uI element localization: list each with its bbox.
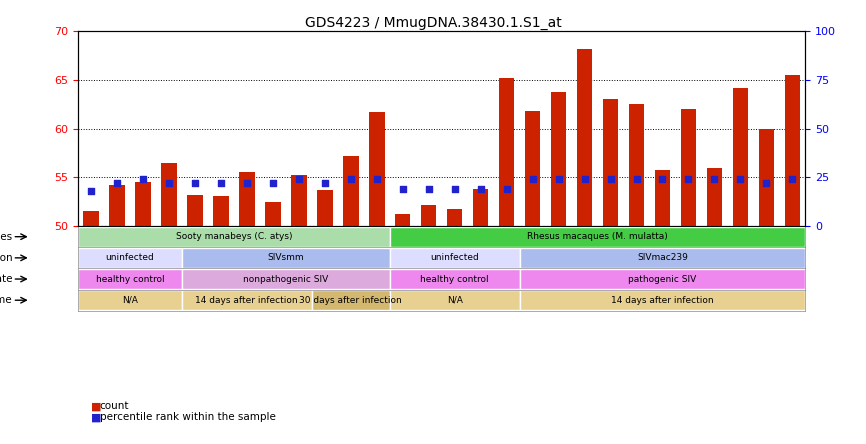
FancyBboxPatch shape — [390, 269, 520, 289]
Point — [188, 180, 202, 187]
Text: healthy control: healthy control — [95, 274, 165, 284]
Bar — [161, 163, 177, 226]
Point — [422, 186, 436, 193]
Text: ■: ■ — [91, 401, 101, 411]
Point — [370, 176, 384, 183]
Text: ■: ■ — [91, 412, 101, 422]
FancyBboxPatch shape — [78, 248, 182, 268]
Text: time: time — [0, 295, 12, 305]
Text: uninfected: uninfected — [430, 254, 479, 262]
Point — [240, 180, 254, 187]
Point — [526, 176, 540, 183]
Text: SIVmac239: SIVmac239 — [637, 254, 688, 262]
FancyBboxPatch shape — [520, 248, 805, 268]
FancyBboxPatch shape — [390, 226, 805, 247]
Bar — [109, 185, 125, 226]
Point — [110, 180, 124, 187]
Bar — [317, 190, 333, 226]
FancyBboxPatch shape — [390, 248, 520, 268]
Bar — [655, 170, 670, 226]
Bar — [343, 156, 359, 226]
Bar — [707, 167, 722, 226]
Bar — [473, 189, 488, 226]
Point — [292, 176, 306, 183]
Point — [552, 176, 565, 183]
Bar — [187, 195, 203, 226]
FancyBboxPatch shape — [182, 290, 312, 310]
Text: healthy control: healthy control — [420, 274, 489, 284]
Text: N/A: N/A — [447, 296, 462, 305]
FancyBboxPatch shape — [182, 248, 390, 268]
Point — [759, 180, 773, 187]
Bar — [577, 49, 592, 226]
Bar — [239, 172, 255, 226]
Bar — [265, 202, 281, 226]
Bar — [629, 104, 644, 226]
Point — [448, 186, 462, 193]
Text: infection: infection — [0, 253, 12, 263]
Point — [578, 176, 591, 183]
Bar — [785, 75, 800, 226]
Point — [682, 176, 695, 183]
Point — [266, 180, 280, 187]
Point — [656, 176, 669, 183]
Bar — [213, 196, 229, 226]
Bar — [369, 112, 385, 226]
Text: count: count — [100, 401, 129, 411]
Text: 14 days after infection: 14 days after infection — [611, 296, 714, 305]
Bar — [135, 182, 151, 226]
Text: Sooty manabeys (C. atys): Sooty manabeys (C. atys) — [176, 232, 292, 241]
Point — [500, 186, 514, 193]
Text: percentile rank within the sample: percentile rank within the sample — [100, 412, 275, 422]
Bar — [733, 87, 748, 226]
Bar — [499, 78, 514, 226]
Point — [604, 176, 617, 183]
Bar — [525, 111, 540, 226]
Point — [396, 186, 410, 193]
Text: Rhesus macaques (M. mulatta): Rhesus macaques (M. mulatta) — [527, 232, 668, 241]
Text: uninfected: uninfected — [106, 254, 154, 262]
Point — [84, 187, 98, 194]
Text: GDS4223 / MmugDNA.38430.1.S1_at: GDS4223 / MmugDNA.38430.1.S1_at — [305, 16, 561, 30]
Bar — [447, 209, 462, 226]
FancyBboxPatch shape — [78, 269, 182, 289]
Text: 14 days after infection: 14 days after infection — [196, 296, 298, 305]
Point — [214, 180, 228, 187]
Point — [630, 176, 643, 183]
Point — [162, 180, 176, 187]
FancyBboxPatch shape — [312, 290, 390, 310]
FancyBboxPatch shape — [78, 226, 390, 247]
Point — [734, 176, 747, 183]
FancyBboxPatch shape — [520, 290, 805, 310]
Text: 30 days after infection: 30 days after infection — [300, 296, 402, 305]
Point — [474, 186, 488, 193]
Bar — [551, 91, 566, 226]
Text: pathogenic SIV: pathogenic SIV — [629, 274, 696, 284]
Text: nonpathogenic SIV: nonpathogenic SIV — [243, 274, 328, 284]
Text: N/A: N/A — [122, 296, 138, 305]
Bar — [83, 211, 99, 226]
Point — [344, 176, 358, 183]
Point — [708, 176, 721, 183]
FancyBboxPatch shape — [390, 290, 520, 310]
Point — [318, 180, 332, 187]
FancyBboxPatch shape — [182, 269, 390, 289]
Point — [785, 176, 799, 183]
Bar — [681, 109, 696, 226]
Point — [136, 176, 150, 183]
Text: SIVsmm: SIVsmm — [268, 254, 304, 262]
Bar — [603, 99, 618, 226]
Bar — [421, 205, 436, 226]
Text: species: species — [0, 232, 12, 242]
FancyBboxPatch shape — [78, 290, 182, 310]
Bar — [395, 214, 410, 226]
Text: disease state: disease state — [0, 274, 12, 284]
Bar — [291, 175, 307, 226]
FancyBboxPatch shape — [520, 269, 805, 289]
Bar — [759, 129, 774, 226]
